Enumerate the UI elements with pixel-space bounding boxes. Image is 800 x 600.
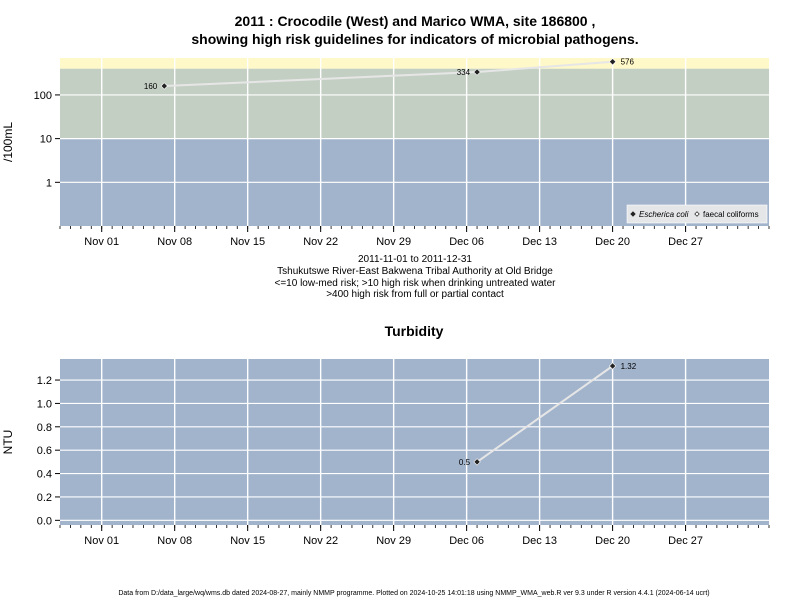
chart1-y-tick-label-0: 1 — [46, 177, 52, 189]
chart2-y-tick-label-0: 0.0 — [37, 515, 52, 527]
chart2-data-label-1: 1.32 — [621, 362, 637, 371]
chart1-x-tick-label-0: Nov 01 — [84, 236, 119, 248]
chart1-title-line2: showing high risk guidelines for indicat… — [191, 31, 638, 47]
chart1-y-tick-label-2: 100 — [34, 90, 52, 102]
chart1-x-tick-label-7: Dec 20 — [595, 236, 630, 248]
chart2-x-tick-label-4: Nov 29 — [376, 535, 411, 547]
footer-note: Data from D:/data_large/wq/wms.db dated … — [118, 590, 709, 597]
chart1-data-point-0 — [160, 82, 168, 90]
chart1-caption-site: Tshukutswe River-East Bakwena Tribal Aut… — [277, 266, 553, 277]
chart1-x-tick-label-4: Nov 29 — [376, 236, 411, 248]
chart2-x-tick-label-2: Nov 15 — [230, 535, 265, 547]
chart1-x-tick-label-6: Dec 13 — [522, 236, 557, 248]
chart1-legend-marker-1 — [694, 211, 700, 217]
chart2-y-tick-label-5: 1.0 — [37, 398, 52, 410]
chart1-data-point-1 — [473, 68, 481, 76]
chart2-x-tick-label-0: Nov 01 — [84, 535, 119, 547]
ecoli-chart: Nov 01 Nov 08 Nov 15 Nov 22 Nov 29 Dec 06 Dec … — [1, 58, 770, 248]
chart2-x-tick-label-5: Dec 06 — [449, 535, 484, 547]
chart1-x-tick-label-2: Nov 15 — [230, 236, 265, 248]
chart2-y-tick-label-2: 0.4 — [37, 469, 52, 481]
chart1-data-label-1: 334 — [457, 68, 471, 77]
chart1-x-tick-label-8: Dec 27 — [668, 236, 703, 248]
chart2-y-axis-label: NTU — [1, 430, 15, 455]
chart2-y-tick-label-4: 0.8 — [37, 422, 52, 434]
chart1-x-tick-label-1: Nov 08 — [157, 236, 192, 248]
chart1-caption-risk-contact: >400 high risk from full or partial cont… — [326, 289, 504, 300]
chart2-x-tick-label-6: Dec 13 — [522, 535, 557, 547]
chart1-caption-date-range: 2011-11-01 to 2011-12-31 — [358, 254, 472, 265]
chart1-caption-risk-drinking: <=10 low-med risk; >10 high risk when dr… — [275, 278, 557, 289]
chart1-y-axis-label: /100mL — [1, 122, 15, 162]
chart2-data-point-1 — [608, 362, 617, 370]
chart2-data-label-0: 0.5 — [459, 458, 471, 467]
chart1-x-tick-label-3: Nov 22 — [303, 236, 338, 248]
chart1-legend-marker-0 — [630, 211, 636, 217]
chart2-data-point-0 — [473, 458, 481, 466]
chart1-data-label-0: 160 — [144, 82, 158, 91]
chart1-data-label-2: 576 — [621, 58, 635, 67]
chart2-gridlines — [60, 359, 769, 525]
chart2-y-tick-label-3: 0.6 — [37, 445, 52, 457]
chart1-data-point-2 — [608, 58, 617, 66]
chart2-x-tick-label-8: Dec 27 — [668, 535, 703, 547]
chart2-y-tick-label-6: 1.2 — [37, 375, 52, 387]
chart1-x-tick-label-5: Dec 06 — [449, 236, 484, 248]
chart1-gridlines — [60, 58, 769, 226]
chart2-x-tick-label-1: Nov 08 — [157, 535, 192, 547]
chart2-x-tick-label-7: Dec 20 — [595, 535, 630, 547]
chart2-title: Turbidity — [385, 323, 444, 339]
chart1-legend-label-0: Escherica coli — [639, 210, 689, 219]
chart1-y-tick-label-1: 10 — [40, 134, 52, 146]
chart2-y-tick-label-1: 0.2 — [37, 492, 52, 504]
turbidity-chart: Nov 01 Nov 08 Nov 15 Nov 22 Nov 29 Dec 06 Dec … — [1, 359, 770, 547]
chart1-risk-band-2 — [60, 58, 769, 69]
chart1-legend-label-1: faecal coliforms — [703, 210, 759, 219]
chart1-title: 2011 : Crocodile (West) and Marico WMA, … — [235, 13, 596, 29]
chart2-series-line-0 — [476, 365, 614, 463]
chart2-x-tick-label-3: Nov 22 — [303, 535, 338, 547]
chart2-plot-background — [60, 359, 769, 525]
chart1-risk-band-1 — [60, 68, 769, 139]
